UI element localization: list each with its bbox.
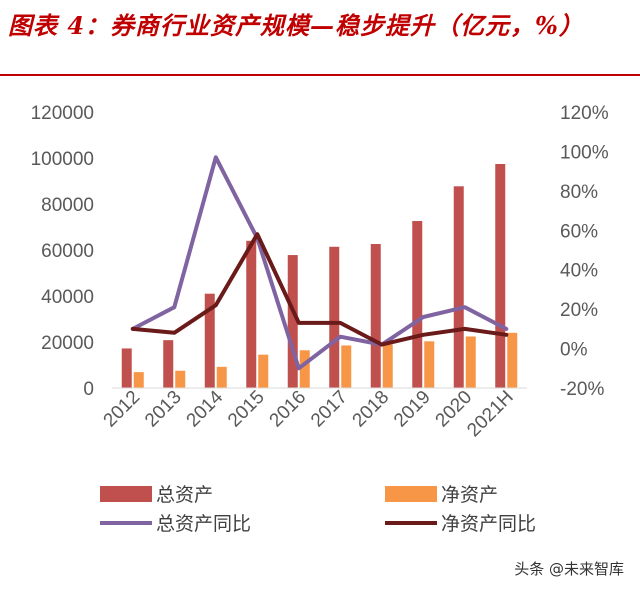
x-tick-label: 2016 <box>266 387 311 432</box>
x-axis-ticks: 2012201320142015201620172018201920202021… <box>100 386 518 441</box>
x-tick-label: 2014 <box>183 386 228 431</box>
x-tick-label: 2015 <box>224 387 269 432</box>
bar-net-assets-2020 <box>465 336 476 388</box>
right-axis-ticks: -20% 0% 20% 40% 60% 80% 100% 120% <box>560 103 609 400</box>
left-tick-label: 20000 <box>41 333 94 354</box>
right-tick-label: -20% <box>560 379 604 400</box>
bar-total-assets-2013 <box>163 340 174 388</box>
bar-total-assets-2015 <box>246 240 257 388</box>
left-tick-label: 0 <box>83 379 94 400</box>
legend-label-0: 总资产 <box>156 484 213 506</box>
legend-label-2: 总资产同比 <box>156 513 251 535</box>
left-tick-label: 80000 <box>41 195 94 216</box>
left-tick-label: 60000 <box>41 241 94 262</box>
bar-layer <box>121 163 518 388</box>
right-tick-label: 80% <box>560 182 598 203</box>
x-tick-label: 2018 <box>349 387 394 432</box>
bar-net-assets-2019 <box>424 341 435 388</box>
right-tick-label: 0% <box>560 340 588 361</box>
legend-swatch-1 <box>385 486 437 502</box>
legend-label-3: 净资产同比 <box>441 513 536 535</box>
legend-label-1: 净资产 <box>441 484 498 506</box>
x-tick-label: 2017 <box>307 387 352 432</box>
right-tick-label: 40% <box>560 261 598 282</box>
bar-total-assets-2012 <box>121 348 132 388</box>
bar-net-assets-2016 <box>299 350 310 388</box>
bar-net-assets-2017 <box>341 345 352 388</box>
bar-net-assets-2014 <box>216 366 227 388</box>
bar-total-assets-2021H <box>495 163 506 388</box>
watermark: 头条 @未来智库 <box>514 560 624 578</box>
bar-net-assets-2015 <box>258 354 269 388</box>
legend-swatch-0 <box>100 486 152 502</box>
bar-net-assets-2012 <box>133 372 144 388</box>
x-tick-label: 2012 <box>100 387 145 432</box>
bar-total-assets-2020 <box>453 186 464 388</box>
bar-total-assets-2016 <box>287 255 298 388</box>
bar-total-assets-2014 <box>204 293 215 388</box>
bar-total-assets-2019 <box>412 221 423 388</box>
left-tick-label: 100000 <box>31 149 94 170</box>
left-tick-label: 40000 <box>41 287 94 308</box>
x-tick-label: 2021H <box>463 387 517 441</box>
bar-net-assets-2018 <box>382 344 393 388</box>
line-total-assets-yoy <box>130 155 509 371</box>
bar-net-assets-2013 <box>175 370 186 388</box>
line-layer <box>130 155 509 371</box>
title-divider <box>0 74 640 76</box>
bar-total-assets-2018 <box>370 244 381 388</box>
left-axis-ticks: 0 20000 40000 60000 80000 100000 120000 <box>31 103 94 400</box>
figure-title: 图表 4：券商行业资产规模—稳步提升（亿元，%） <box>8 11 584 40</box>
left-tick-label: 120000 <box>31 103 94 124</box>
x-tick-label: 2013 <box>141 387 186 432</box>
right-tick-label: 60% <box>560 221 598 242</box>
right-tick-label: 100% <box>560 142 609 163</box>
right-tick-label: 20% <box>560 300 598 321</box>
right-tick-label: 120% <box>560 103 609 124</box>
bar-total-assets-2017 <box>329 246 340 388</box>
x-tick-label: 2019 <box>390 387 435 432</box>
bar-net-assets-2021H <box>507 332 518 388</box>
line-net-assets-yoy <box>130 232 509 347</box>
